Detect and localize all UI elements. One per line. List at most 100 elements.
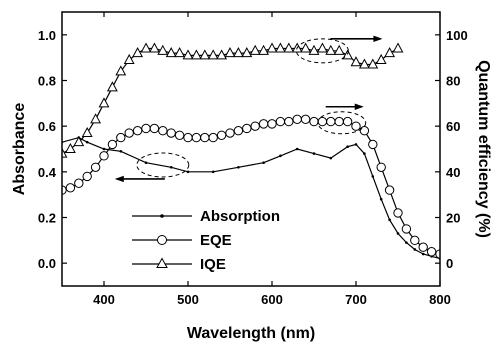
data-point-eqe — [343, 117, 351, 125]
data-point-eqe — [285, 117, 293, 125]
data-point-eqe — [293, 115, 301, 123]
data-point-eqe — [419, 243, 427, 251]
y-left-axis-label: Absorbance — [11, 103, 28, 196]
data-point-eqe — [75, 179, 83, 187]
x-tick-label: 700 — [345, 292, 367, 307]
data-point-eqe — [377, 163, 385, 171]
data-point-eqe — [411, 236, 419, 244]
data-point-eqe — [201, 133, 209, 141]
data-point-eqe — [175, 131, 183, 139]
data-point-iqe — [192, 50, 201, 59]
data-point-eqe — [310, 117, 318, 125]
data-point-eqe — [327, 117, 335, 125]
data-point-absorption — [330, 157, 333, 160]
data-point-absorption — [372, 175, 375, 178]
data-point-iqe — [141, 44, 150, 53]
data-point-eqe — [301, 115, 309, 123]
data-point-iqe — [209, 50, 218, 59]
data-point-iqe — [66, 144, 75, 153]
data-point-absorption — [422, 253, 425, 256]
arrow-head — [373, 36, 382, 42]
arrow-head — [355, 104, 364, 110]
data-point-eqe — [276, 117, 284, 125]
data-point-eqe — [142, 124, 150, 132]
data-point-absorption — [414, 248, 417, 251]
data-point-eqe — [385, 186, 393, 194]
data-point-absorption — [170, 166, 173, 169]
data-point-iqe — [276, 44, 285, 53]
data-point-iqe — [335, 46, 344, 55]
data-point-absorption — [397, 232, 400, 235]
data-point-absorption — [313, 152, 316, 155]
data-point-absorption — [120, 150, 123, 153]
y-right-tick-label: 100 — [446, 28, 468, 43]
data-point-eqe — [159, 127, 167, 135]
data-point-iqe — [393, 44, 402, 53]
data-point-eqe — [360, 127, 368, 135]
x-tick-label: 800 — [429, 292, 451, 307]
data-point-eqe — [108, 140, 116, 148]
data-point-eqe — [133, 127, 141, 135]
data-point-eqe — [167, 129, 175, 137]
data-point-eqe — [66, 184, 74, 192]
data-point-iqe — [234, 48, 243, 57]
legend-marker-absorption — [160, 214, 164, 218]
data-point-absorption — [346, 145, 349, 148]
data-point-eqe — [394, 209, 402, 217]
y-right-tick-label: 80 — [446, 74, 460, 89]
legend-label-eqe: EQE — [200, 232, 232, 249]
data-point-absorption — [145, 161, 148, 164]
data-point-iqe — [284, 44, 293, 53]
data-point-eqe — [335, 117, 343, 125]
y-left-tick-label: 0.2 — [38, 211, 56, 226]
data-point-absorption — [296, 148, 299, 151]
data-point-absorption — [388, 218, 391, 221]
data-point-eqe — [209, 133, 217, 141]
data-point-eqe — [243, 124, 251, 132]
data-point-eqe — [192, 133, 200, 141]
series-line-absorption — [62, 138, 440, 259]
legend-marker-iqe — [157, 259, 167, 268]
y-right-axis-label: Quantum efficiency (%) — [475, 60, 492, 238]
y-left-tick-label: 0.6 — [38, 119, 56, 134]
data-point-iqe — [83, 128, 92, 137]
y-left-tick-label: 1.0 — [38, 28, 56, 43]
data-point-eqe — [217, 131, 225, 139]
data-point-eqe — [369, 140, 377, 148]
legend-label-iqe: IQE — [200, 256, 226, 273]
data-point-eqe — [318, 117, 326, 125]
data-point-absorption — [380, 198, 383, 201]
data-point-iqe — [175, 48, 184, 57]
data-point-eqe — [91, 163, 99, 171]
y-left-tick-label: 0.4 — [38, 165, 57, 180]
legend: Absorption EQE IQE — [132, 208, 280, 273]
data-point-absorption — [212, 171, 215, 174]
y-left-tick-label: 0.8 — [38, 74, 56, 89]
data-point-iqe — [267, 44, 276, 53]
data-point-absorption — [355, 143, 358, 146]
data-point-eqe — [352, 122, 360, 130]
x-tick-label: 600 — [261, 292, 283, 307]
y-right-tick-label: 40 — [446, 165, 460, 180]
annotation-ellipse-absorption — [137, 153, 189, 177]
data-point-eqe — [226, 129, 234, 137]
arrow-head — [115, 176, 124, 182]
data-point-absorption — [363, 152, 366, 155]
data-point-eqe — [259, 120, 267, 128]
data-point-eqe — [268, 120, 276, 128]
x-tick-label: 400 — [93, 292, 115, 307]
data-point-iqe — [200, 50, 209, 59]
data-point-eqe — [100, 152, 108, 160]
data-point-absorption — [103, 148, 106, 151]
data-point-iqe — [91, 114, 100, 123]
data-point-eqe — [184, 133, 192, 141]
annotation-arrow-eqe — [326, 104, 364, 110]
data-point-absorption — [237, 166, 240, 169]
data-point-eqe — [234, 127, 242, 135]
legend-marker-eqe — [158, 236, 167, 245]
y-right-tick-label: 60 — [446, 119, 460, 134]
data-point-absorption — [86, 141, 89, 144]
data-point-eqe — [125, 129, 133, 137]
data-point-iqe — [99, 98, 108, 107]
